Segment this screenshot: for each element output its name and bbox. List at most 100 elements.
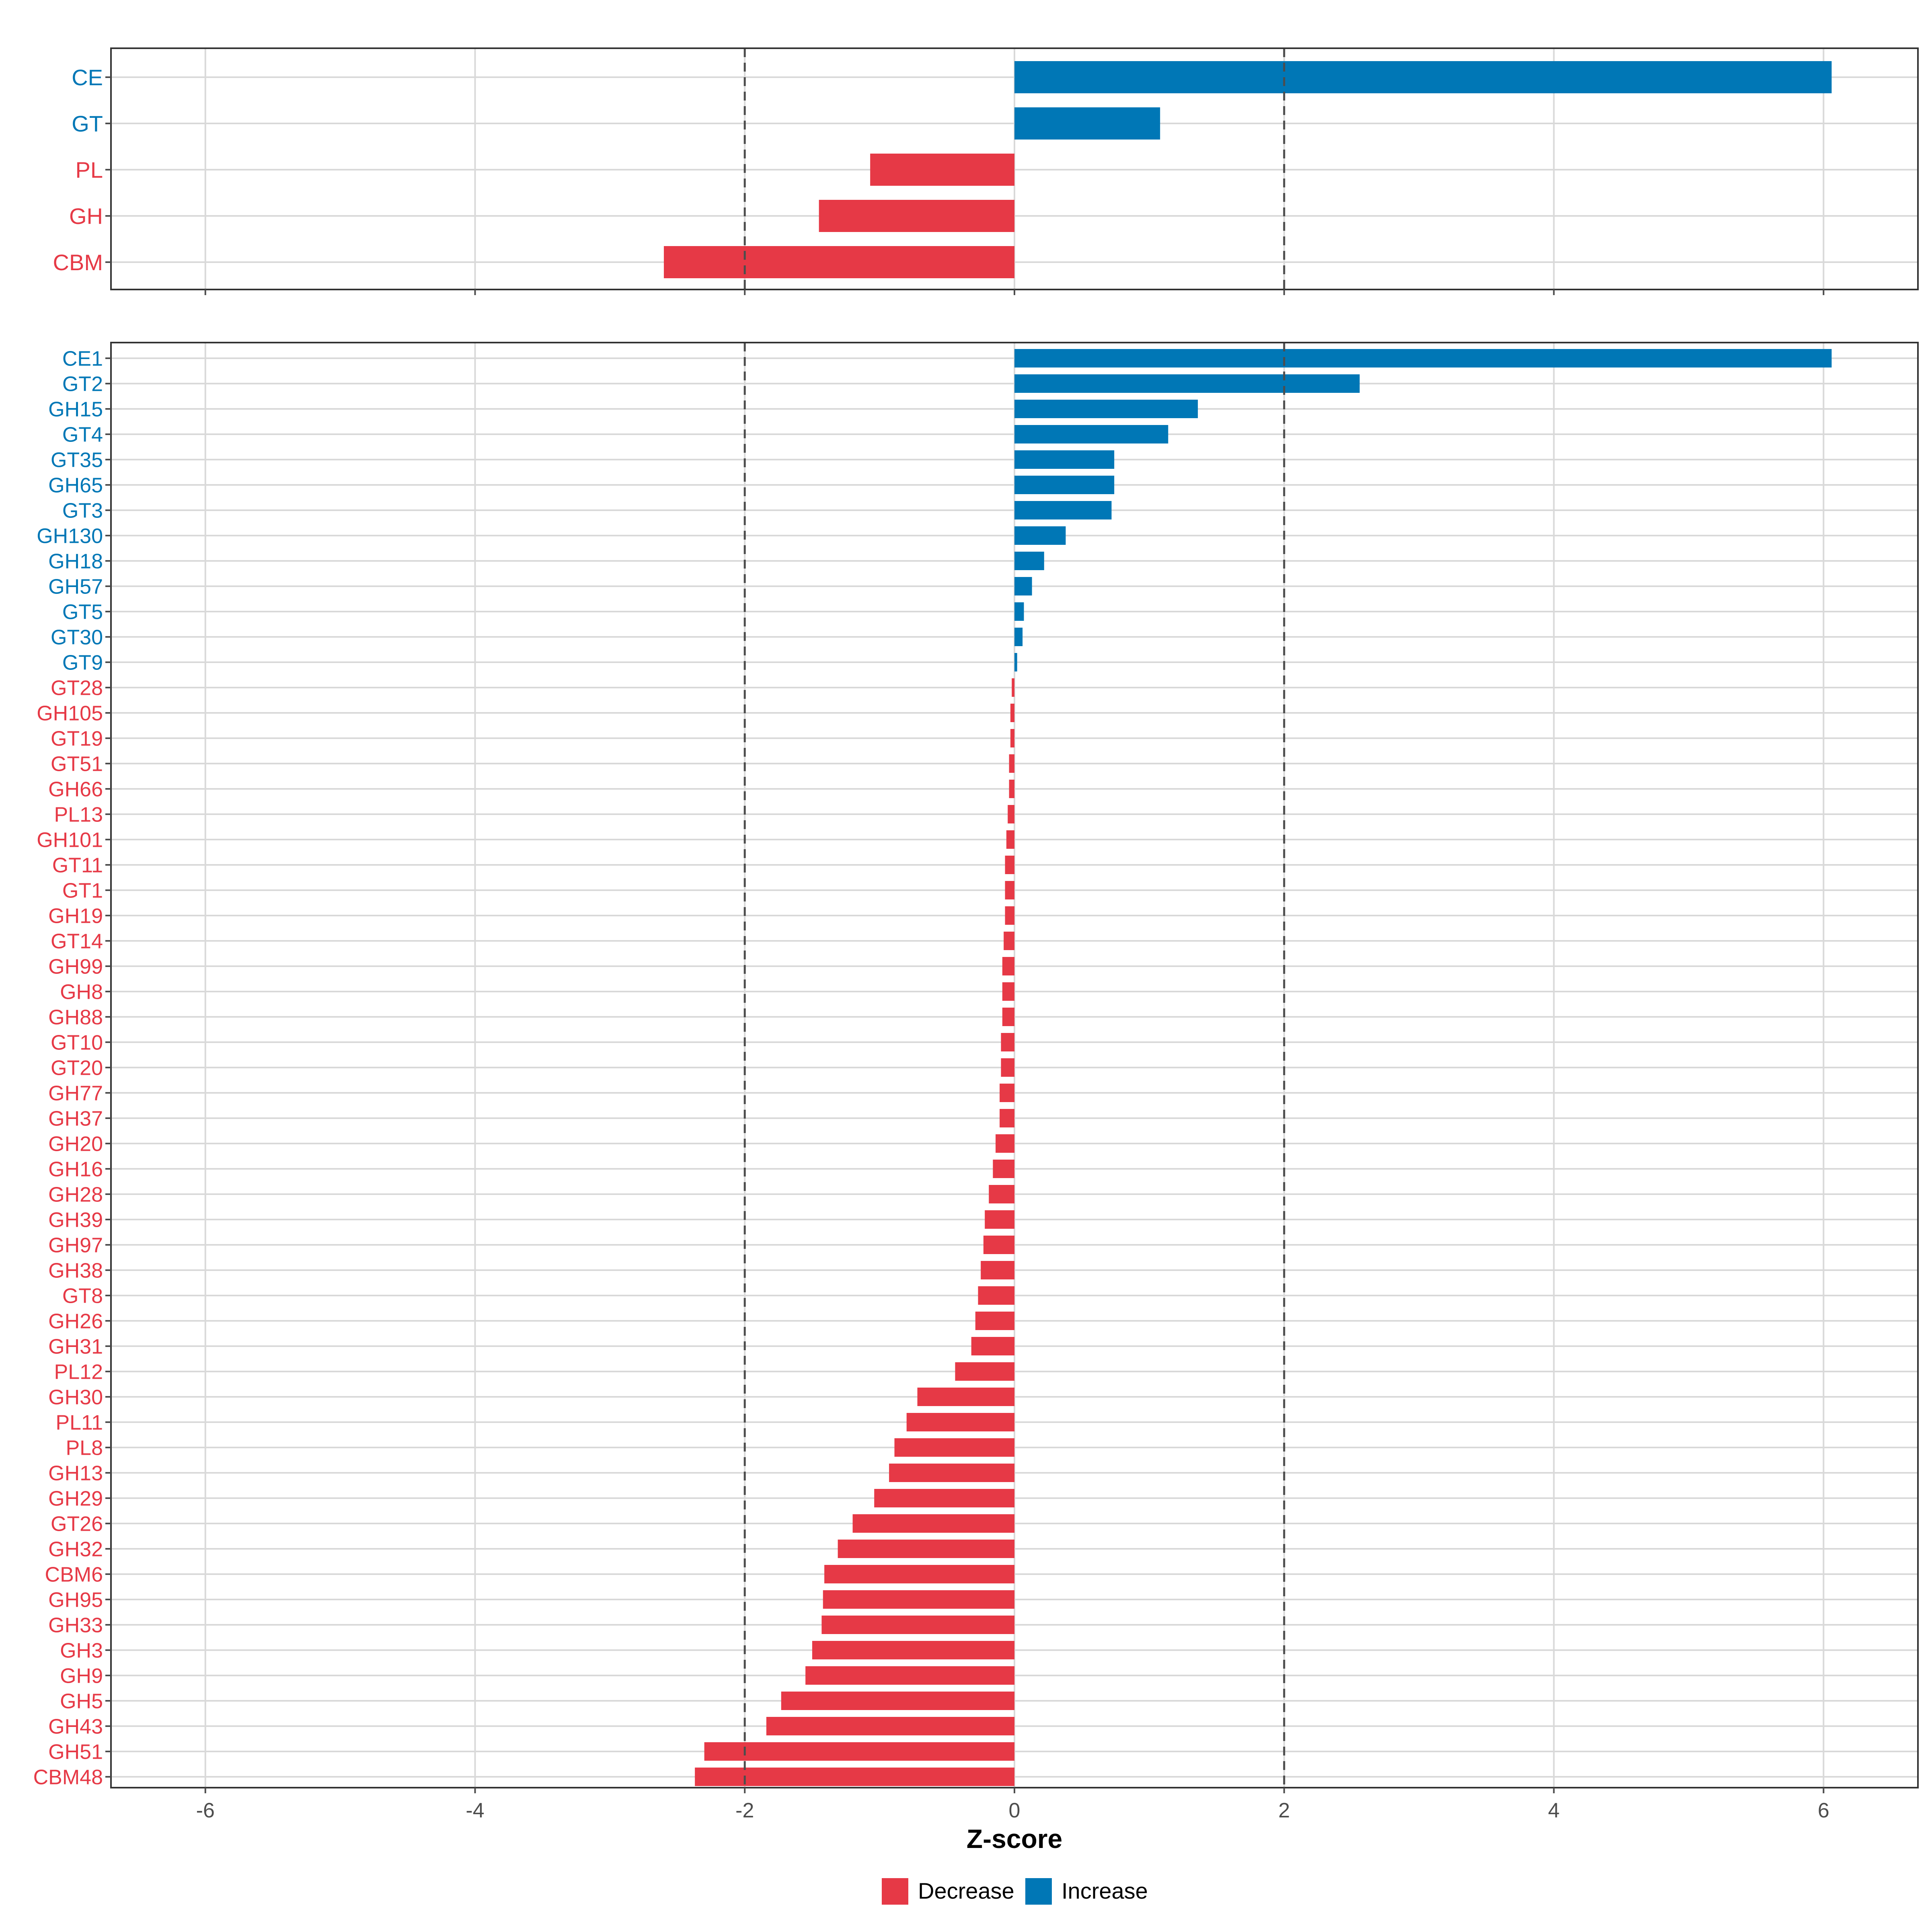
fam-bar-CE [1014,61,1832,93]
sub-bar-PL11 [906,1413,1014,1431]
sub-category-label: GH88 [48,1006,103,1029]
subfamily-panel: CE1GT2GH15GT4GT35GH65GT3GH130GH18GH57GT5… [33,342,1919,1822]
sub-bar-GT9 [1014,653,1017,671]
sub-category-label: GH77 [48,1082,103,1105]
sub-bar-GH19 [1005,906,1014,925]
sub-bar-GT28 [1012,678,1014,697]
fam-category-label: GT [72,111,103,136]
sub-category-label: CBM6 [45,1563,103,1587]
sub-category-label: GH38 [48,1259,103,1283]
sub-category-label: GH16 [48,1158,103,1181]
sub-bar-GH3 [812,1641,1014,1659]
sub-bar-GH28 [989,1185,1014,1203]
sub-xtick-label: -4 [466,1799,484,1822]
sub-category-label: GT9 [62,651,103,675]
sub-bar-GH39 [985,1210,1014,1229]
sub-bar-GT51 [1009,754,1014,773]
x-axis-title: Z-score [967,1824,1062,1854]
sub-bar-CE1 [1014,349,1832,368]
sub-category-label: GT28 [51,677,103,700]
sub-category-label: GH15 [48,398,103,421]
sub-category-label: CE1 [62,347,103,371]
sub-bar-GH130 [1014,526,1066,545]
sub-bar-PL8 [894,1438,1014,1457]
sub-bar-GT4 [1014,425,1168,443]
sub-bar-GH37 [1000,1109,1014,1127]
sub-bar-GH43 [766,1717,1014,1735]
sub-bar-GT10 [1001,1033,1014,1051]
family-panel: CE GT PL GH CBM [53,47,1919,295]
sub-category-label: GH8 [60,981,103,1004]
sub-category-label: GH66 [48,778,103,801]
sub-xtick-label: 0 [1009,1799,1020,1822]
sub-category-label: GH28 [48,1183,103,1207]
fam-category-label: GH [69,203,103,229]
fam-bar-GH [819,200,1014,232]
sub-bar-GH20 [996,1134,1014,1153]
sub-bar-GT19 [1010,729,1014,747]
sub-category-label: GT8 [62,1285,103,1308]
fam-category-label: CBM [53,250,103,275]
sub-category-label: GT51 [51,753,103,776]
sub-bar-GT5 [1014,602,1024,621]
sub-category-label: GH13 [48,1462,103,1485]
sub-category-label: GH19 [48,905,103,928]
sub-category-label: GH29 [48,1487,103,1511]
sub-bar-GH65 [1014,476,1115,494]
sub-category-label: GH39 [48,1209,103,1232]
legend-increase-key [1025,1878,1052,1905]
sub-category-label: GH101 [37,829,103,852]
sub-bar-GT2 [1014,374,1360,393]
sub-bar-GT14 [1004,932,1014,950]
sub-bar-GH9 [805,1666,1014,1685]
sub-bar-GH13 [889,1464,1014,1482]
sub-category-label: GH57 [48,575,103,599]
sub-bar-GH51 [704,1742,1014,1761]
sub-bar-GH29 [874,1489,1014,1507]
sub-bar-GH30 [917,1388,1014,1406]
sub-category-label: CBM48 [33,1766,103,1789]
sub-category-label: GT10 [51,1031,103,1055]
sub-bar-GH95 [823,1590,1014,1609]
sub-category-label: GT19 [51,727,103,751]
sub-category-label: GT26 [51,1513,103,1536]
sub-category-label: GH9 [60,1665,103,1688]
sub-category-label: GT20 [51,1057,103,1080]
sub-bar-CBM48 [695,1768,1014,1786]
sub-bar-GH33 [821,1616,1014,1634]
sub-bar-GT3 [1014,501,1112,519]
sub-category-label: GH5 [60,1690,103,1713]
sub-bar-GT8 [978,1286,1014,1305]
sub-bar-GH5 [781,1692,1014,1710]
sub-xtick-label: -6 [196,1799,215,1822]
sub-xtick-label: 4 [1548,1799,1560,1822]
sub-category-label: GH99 [48,955,103,979]
sub-bar-PL13 [1008,805,1014,823]
sub-bar-GH101 [1006,830,1014,849]
sub-bar-GT30 [1014,628,1023,646]
sub-bar-GT26 [852,1514,1014,1533]
sub-bar-GH38 [981,1261,1014,1279]
sub-category-label: GH37 [48,1107,103,1131]
fam-category-label: CE [72,65,103,90]
sub-bar-GT11 [1005,856,1014,874]
sub-bar-GH88 [1002,1008,1014,1026]
sub-bar-PL12 [955,1362,1014,1381]
sub-category-label: GT30 [51,626,103,649]
sub-xtick-label: 6 [1818,1799,1829,1822]
sub-bar-GT35 [1014,450,1115,469]
sub-bar-GH105 [1010,704,1014,722]
sub-category-label: GT1 [62,879,103,903]
sub-bar-GH57 [1014,577,1032,595]
sub-bar-GH66 [1009,780,1014,798]
sub-category-label: GH43 [48,1715,103,1739]
sub-category-label: GH31 [48,1335,103,1359]
sub-category-label: PL11 [55,1411,103,1435]
sub-category-label: GH33 [48,1614,103,1637]
sub-category-label: GH26 [48,1310,103,1333]
sub-category-label: GT35 [51,449,103,472]
sub-category-label: GH130 [37,525,103,548]
sub-bar-GH99 [1002,957,1014,975]
sub-bar-GH32 [838,1540,1014,1558]
